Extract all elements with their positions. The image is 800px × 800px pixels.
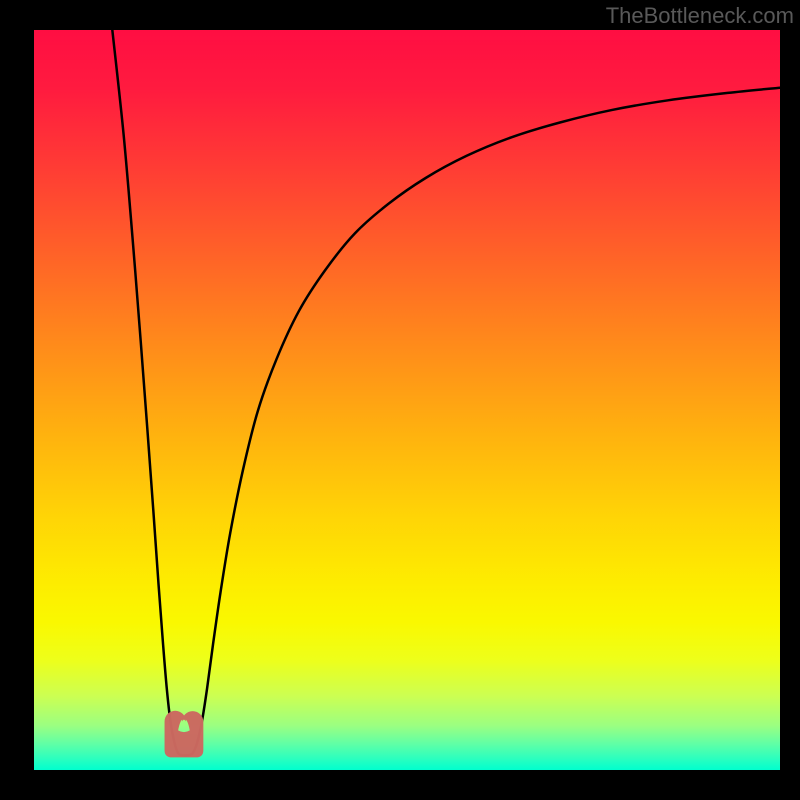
optimal-range-marker [165,711,204,758]
chart-stage: TheBottleneck.com [0,0,800,800]
bottleneck-chart [0,0,800,800]
watermark-text: TheBottleneck.com [606,3,794,29]
